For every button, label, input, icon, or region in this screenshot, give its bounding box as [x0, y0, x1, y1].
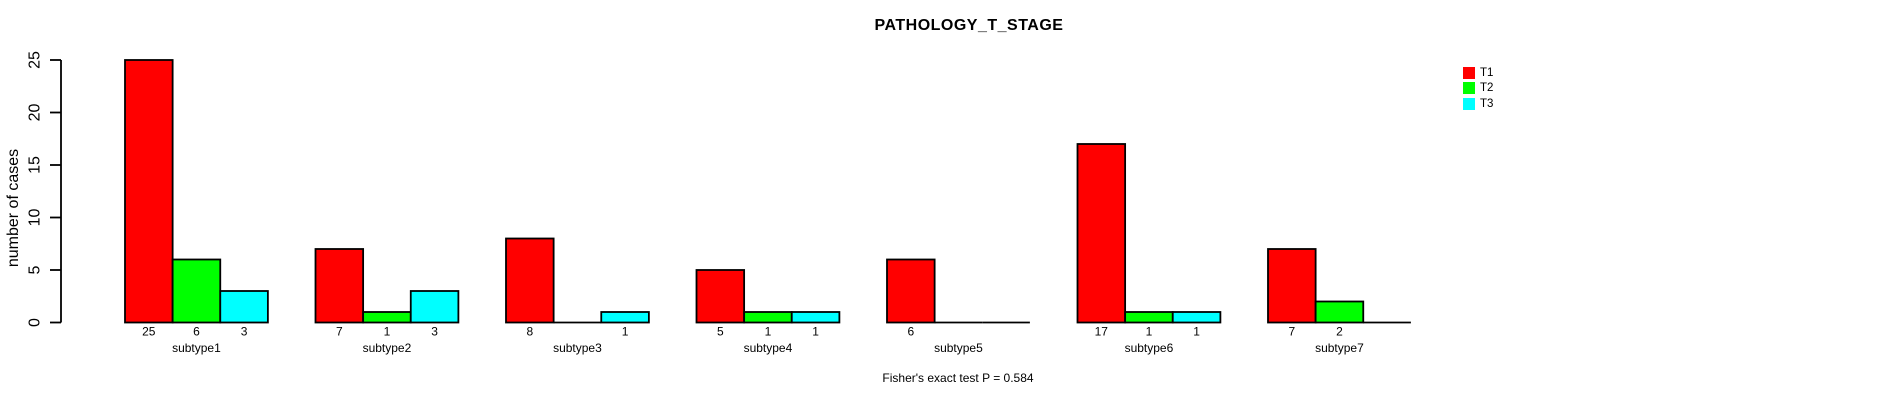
- bar-t2-subtype1: [171, 258, 222, 324]
- bar-t1-subtype4: [695, 269, 746, 324]
- bar-t1-subtype6: [1076, 143, 1127, 324]
- bar-value-label-t1-subtype2: 7: [336, 325, 343, 339]
- x-category-label-subtype1: subtype1: [172, 341, 221, 355]
- bar-t3-subtype4: [790, 311, 841, 324]
- bar-t3-subtype1: [219, 290, 269, 324]
- bar-value-label-t3-subtype4: 1: [812, 325, 819, 339]
- bar-value-label-t2-subtype4: 1: [765, 325, 772, 339]
- y-tick-label: 0: [27, 318, 44, 327]
- bar-t2-subtype2: [362, 311, 412, 324]
- legend-item: T1: [1463, 65, 1493, 81]
- legend-swatch: [1463, 66, 1475, 79]
- bar-value-label-t1-subtype4: 5: [717, 325, 724, 339]
- bar-value-label-t1-subtype6: 17: [1095, 325, 1109, 339]
- bar-value-label-t3-subtype3: 1: [622, 325, 629, 339]
- x-category-label-subtype2: subtype2: [363, 341, 412, 355]
- legend-item: T3: [1463, 96, 1493, 112]
- legend-item: T2: [1463, 81, 1493, 97]
- y-tick-label: 10: [27, 209, 44, 227]
- bar-t3-subtype3: [600, 311, 650, 324]
- legend-label: T2: [1480, 82, 1494, 95]
- bar-value-label-t1-subtype7: 7: [1288, 325, 1295, 339]
- bar-t2-subtype4: [743, 311, 793, 324]
- legend-swatch: [1463, 82, 1475, 95]
- x-category-label-subtype7: subtype7: [1315, 341, 1364, 355]
- legend-label: T3: [1480, 97, 1494, 110]
- bar-value-label-t1-subtype5: 6: [907, 325, 914, 339]
- bar-t1-subtype7: [1267, 248, 1317, 324]
- bar-t3-subtype2: [409, 290, 460, 324]
- bar-t1-subtype3: [505, 237, 555, 324]
- x-category-label-subtype6: subtype6: [1125, 341, 1174, 355]
- bar-t1-subtype1: [124, 59, 174, 324]
- bar-t3-subtype6: [1171, 311, 1222, 324]
- y-tick-label: 15: [27, 156, 44, 174]
- legend-label: T1: [1480, 66, 1494, 79]
- bar-value-label-t3-subtype1: 3: [241, 325, 248, 339]
- bar-t1-subtype2: [314, 248, 365, 324]
- x-category-label-subtype5: subtype5: [934, 341, 983, 355]
- bar-t1-subtype5: [886, 258, 936, 324]
- x-category-label-subtype4: subtype4: [744, 341, 793, 355]
- bar-t2-subtype6: [1124, 311, 1174, 324]
- legend-swatch: [1463, 97, 1475, 110]
- bar-value-label-t2-subtype2: 1: [384, 325, 391, 339]
- bar-value-label-t3-subtype6: 1: [1193, 325, 1200, 339]
- bar-value-label-t3-subtype2: 3: [431, 325, 438, 339]
- legend: T1 T2 T3: [1463, 65, 1493, 112]
- y-tick-label: 5: [27, 265, 44, 274]
- y-axis-title: number of cases: [5, 149, 22, 267]
- bar-value-label-t1-subtype3: 8: [526, 325, 533, 339]
- y-tick-label: 25: [27, 51, 44, 69]
- bar-value-label-t2-subtype1: 6: [193, 325, 200, 339]
- chart-title: PATHOLOGY_T_STAGE: [874, 17, 1064, 34]
- bar-value-label-t2-subtype7: 2: [1336, 325, 1343, 339]
- x-category-label-subtype3: subtype3: [553, 341, 602, 355]
- bar-t2-subtype7: [1314, 300, 1365, 324]
- annotation-fisher-test: Fisher's exact test P = 0.584: [882, 371, 1034, 385]
- y-tick-label: 20: [27, 104, 44, 122]
- bar-value-label-t2-subtype6: 1: [1146, 325, 1153, 339]
- bar-value-label-t1-subtype1: 25: [142, 325, 156, 339]
